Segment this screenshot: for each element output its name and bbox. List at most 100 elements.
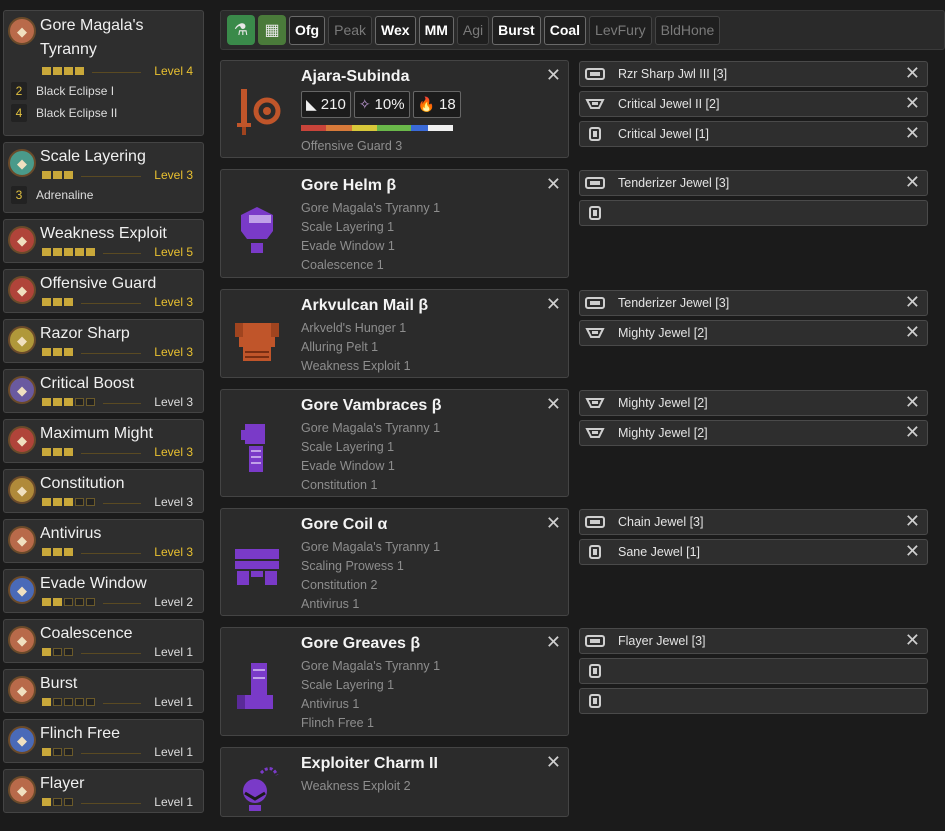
- skill-name: Flayer: [40, 775, 85, 792]
- armor-name: Gore Greaves β: [301, 635, 421, 652]
- level-pip: [53, 398, 62, 406]
- potion-filter-icon[interactable]: ⚗: [227, 15, 255, 45]
- remove-armor-button[interactable]: ✕: [545, 513, 561, 533]
- remove-decoration-button[interactable]: ✕: [904, 630, 920, 650]
- decoration-slot[interactable]: Sane Jewel [1] ✕: [579, 539, 928, 565]
- slot-size-2-icon: [584, 95, 606, 113]
- decoration-slot[interactable]: Tenderizer Jewel [3] ✕: [579, 290, 928, 316]
- set-bonus-name: Adrenaline: [36, 188, 94, 202]
- decoration-slot[interactable]: Tenderizer Jewel [3] ✕: [579, 170, 928, 196]
- remove-armor-button[interactable]: ✕: [545, 174, 561, 194]
- remove-armor-button[interactable]: ✕: [545, 394, 561, 414]
- level-pip: [64, 398, 73, 406]
- decoration-slot[interactable]: Mighty Jewel [2] ✕: [579, 390, 928, 416]
- equipment-skill: Offensive Guard 3: [301, 139, 403, 153]
- evade-window-skill-icon: ◆: [8, 576, 36, 604]
- filter-button-bldhone[interactable]: BldHone: [654, 15, 721, 45]
- affinity-value: 10%: [374, 96, 405, 113]
- decoration-name: Mighty Jewel [2]: [618, 426, 708, 440]
- level-pip: [42, 448, 51, 456]
- skill-level-text: Level 3: [154, 295, 193, 309]
- decoration-slot[interactable]: Mighty Jewel [2] ✕: [579, 320, 928, 346]
- skill-entry: ◆ Flayer Level 1: [3, 769, 204, 813]
- decoration-slot[interactable]: Mighty Jewel [2] ✕: [579, 420, 928, 446]
- level-pip: [75, 398, 84, 406]
- skill-name: Razor Sharp: [40, 325, 130, 342]
- decoration-name: Tenderizer Jewel [3]: [618, 296, 730, 310]
- constitution-skill-icon: ◆: [8, 476, 36, 504]
- skill-level-pips: [42, 248, 95, 256]
- filter-button-mm[interactable]: MM: [418, 15, 454, 45]
- armor-name: Gore Coil α: [301, 516, 388, 533]
- skill-name: Burst: [40, 675, 78, 692]
- level-pip: [86, 248, 95, 256]
- offensive-guard-skill-icon: ◆: [8, 276, 36, 304]
- remove-decoration-button[interactable]: ✕: [904, 541, 920, 561]
- skill-name: Critical Boost: [40, 375, 135, 392]
- remove-armor-button[interactable]: ✕: [545, 752, 561, 772]
- remove-decoration-button[interactable]: ✕: [904, 292, 920, 312]
- decoration-slot[interactable]: Rzr Sharp Jwl III [3] ✕: [579, 61, 928, 87]
- filter-button-ofg[interactable]: Ofg: [289, 15, 326, 45]
- skill-name: Weakness Exploit: [40, 225, 167, 242]
- armor-card: Arkvulcan Mail β ✕ Arkveld's Hunger 1 Allur…: [220, 289, 569, 378]
- decoration-slot[interactable]: Critical Jewel [1] ✕: [579, 121, 928, 147]
- remove-armor-button[interactable]: ✕: [545, 632, 561, 652]
- skill-entry: ◆ Coalescence Level 1: [3, 619, 204, 663]
- decoration-slot[interactable]: Critical Jewel II [2] ✕: [579, 91, 928, 117]
- decoration-slot[interactable]: Chain Jewel [3] ✕: [579, 509, 928, 535]
- filter-button-burst[interactable]: Burst: [492, 15, 541, 45]
- slot-size-1-icon: [584, 662, 606, 680]
- empty-decoration-slot[interactable]: [579, 658, 928, 684]
- slot-size-2-icon: [584, 424, 606, 442]
- skill-name: Coalescence: [40, 625, 133, 642]
- weapon-name: Ajara-Subinda: [301, 68, 410, 85]
- helm-icon: [227, 199, 287, 259]
- waist-armor-icon: [227, 537, 287, 597]
- skill-entry: ◆ Antivirus Level 3: [3, 519, 204, 563]
- skill-level-text: Level 1: [154, 695, 193, 709]
- fire-element-icon: 🔥: [417, 96, 436, 112]
- level-pip: [64, 498, 73, 506]
- slot-size-3-icon: [584, 632, 606, 650]
- weapon-card: Ajara-Subinda ✕ ◣ 210 ✧ 10% 🔥 18 Offensive Guard…: [220, 60, 569, 158]
- slot-size-1-icon: [584, 543, 606, 561]
- decoration-slot[interactable]: Flayer Jewel [3] ✕: [579, 628, 928, 654]
- remove-decoration-button[interactable]: ✕: [904, 322, 920, 342]
- equipment-skill: Alluring Pelt 1: [301, 340, 379, 354]
- remove-decoration-button[interactable]: ✕: [904, 123, 920, 143]
- maximum-might-skill-icon: ◆: [8, 426, 36, 454]
- slot-size-2-icon: [584, 394, 606, 412]
- sharpness-segment: [326, 125, 352, 131]
- skill-level-pips: [42, 448, 73, 456]
- filter-button-agi[interactable]: Agi: [456, 15, 490, 45]
- remove-decoration-button[interactable]: ✕: [904, 93, 920, 113]
- remove-armor-button[interactable]: ✕: [545, 294, 561, 314]
- filter-button-peak[interactable]: Peak: [328, 15, 373, 45]
- empty-decoration-slot[interactable]: [579, 688, 928, 714]
- level-pip: [75, 698, 84, 706]
- skill-level-text: Level 3: [154, 395, 193, 409]
- sword-and-shield-icon: [227, 81, 287, 141]
- remove-decoration-button[interactable]: ✕: [904, 422, 920, 442]
- map-filter-icon[interactable]: ▦: [258, 15, 286, 45]
- filter-button-coal[interactable]: Coal: [543, 15, 587, 45]
- remove-decoration-button[interactable]: ✕: [904, 172, 920, 192]
- slot-size-1-icon: [584, 692, 606, 710]
- skill-level-row: Level 4: [42, 64, 203, 80]
- decoration-name: Flayer Jewel [3]: [618, 634, 706, 648]
- remove-decoration-button[interactable]: ✕: [904, 511, 920, 531]
- skill-level-row: Level 1: [42, 645, 203, 661]
- filter-button-wex[interactable]: Wex: [375, 15, 416, 45]
- remove-decoration-button[interactable]: ✕: [904, 63, 920, 83]
- filter-button-levfury[interactable]: LevFury: [589, 15, 652, 45]
- skill-level-pips: [42, 598, 95, 606]
- empty-decoration-slot[interactable]: [579, 200, 928, 226]
- level-pip: [42, 248, 51, 256]
- skill-entry: ◆ Razor Sharp Level 3: [3, 319, 204, 363]
- remove-weapon-button[interactable]: ✕: [545, 65, 561, 85]
- remove-decoration-button[interactable]: ✕: [904, 392, 920, 412]
- level-pip: [42, 67, 51, 75]
- skill-level-pips: [42, 498, 95, 506]
- equipment-skill: Scale Layering 1: [301, 678, 395, 692]
